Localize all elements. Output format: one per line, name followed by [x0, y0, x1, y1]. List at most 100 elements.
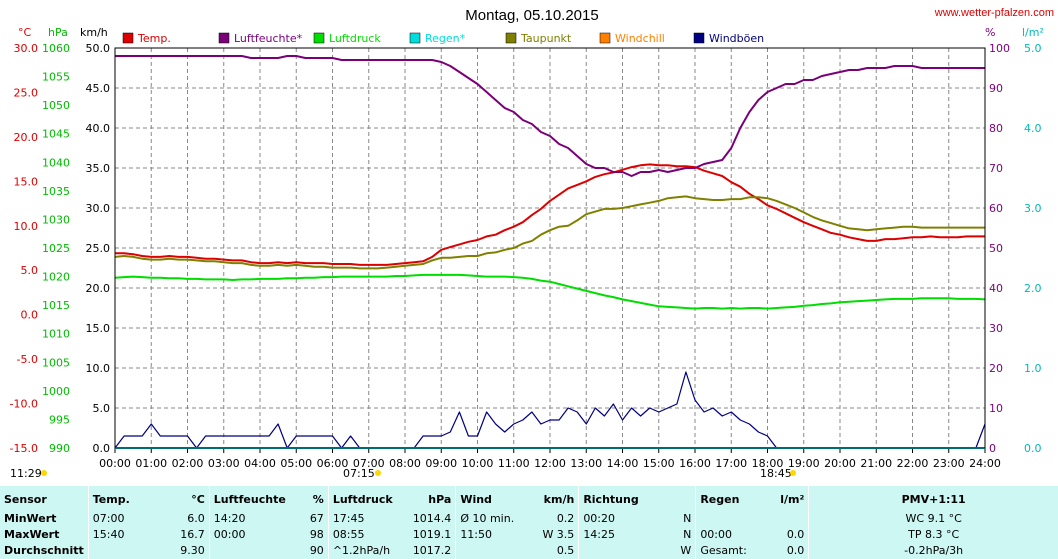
hdr-wind-unit: km/h	[543, 492, 575, 506]
x-tick-label: 19:00	[788, 457, 820, 470]
cell-press-val: 1014.4	[412, 511, 452, 525]
cell-wind-time: Ø 10 min.	[455, 510, 535, 527]
y-tick-label-rain: 3.0	[1024, 202, 1042, 215]
y-tick-label-rain: 0.0	[1024, 442, 1042, 455]
y-tick-label-rain: 4.0	[1024, 122, 1042, 135]
y-tick-label-hpa: 995	[49, 413, 70, 426]
x-tick-label: 00:00	[99, 457, 131, 470]
cell-temp-val: 6.0	[187, 511, 205, 525]
x-tick-label: 06:00	[317, 457, 349, 470]
y-tick-label-temp: 30.0	[14, 42, 39, 55]
y-tick-label-percent: 20	[989, 362, 1003, 375]
y-tick-label-kmh: 0.0	[93, 442, 111, 455]
x-tick-label: 24:00	[969, 457, 1001, 470]
row-label: MaxWert	[4, 528, 60, 542]
y-tick-label-percent: 30	[989, 322, 1003, 335]
y-tick-label-hpa: 1040	[42, 156, 70, 169]
table-row-max: MaxWert 15:40 16.7 00:00 98 08:55 1019.1…	[0, 526, 1058, 543]
daylength-label: 11:29	[10, 467, 42, 480]
y-tick-label-temp: -10.0	[10, 398, 38, 411]
y-tick-label-rain: 1.0	[1024, 362, 1042, 375]
cell-rain-time: Gesamt:	[695, 542, 775, 559]
sunrise-icon	[375, 470, 381, 476]
cell-pmv: -0.2hPa/3h	[808, 542, 1058, 559]
hdr-pmv: PMV+1:11	[808, 486, 1058, 511]
x-tick-label: 05:00	[280, 457, 312, 470]
cell-hum-val: 67	[309, 511, 324, 525]
unit-hpa: hPa	[48, 26, 68, 39]
chart-grid	[115, 48, 985, 448]
y-tick-label-hpa: 1050	[42, 99, 70, 112]
cell-wind-time	[455, 542, 535, 559]
hdr-rain-unit: l/m²	[780, 492, 805, 506]
cell-hum-time	[208, 542, 290, 559]
y-tick-label-temp: 5.0	[21, 264, 39, 277]
cell-press-time: 08:55	[327, 526, 409, 543]
y-tick-label-percent: 10	[989, 402, 1003, 415]
cell-temp-time	[87, 542, 167, 559]
sunset-label: 18:45	[760, 467, 792, 480]
hdr-sensor: Sensor	[4, 492, 47, 506]
x-tick-label: 16:00	[679, 457, 711, 470]
y-tick-label-percent: 100	[989, 42, 1010, 55]
y-tick-label-hpa: 1060	[42, 42, 70, 55]
row-label: MinWert	[4, 511, 57, 525]
table-row-min: MinWert 07:00 6.0 14:20 67 17:45 1014.4 …	[0, 510, 1058, 527]
x-tick-label: 01:00	[135, 457, 167, 470]
y-tick-label-percent: 40	[989, 282, 1003, 295]
chart-title: Montag, 05.10.2015	[465, 7, 598, 24]
cell-dir-val: W	[680, 544, 692, 558]
y-tick-label-hpa: 1030	[42, 213, 70, 226]
cell-dir-val: N	[683, 511, 692, 525]
y-tick-label-hpa: 1045	[42, 128, 70, 141]
axis-ticks: 00:00 01:00 02:00 03:00 04:00 05:00 06:00 07:00…	[10, 42, 1042, 470]
x-tick-label: 02:00	[172, 457, 204, 470]
cell-rain-val	[774, 510, 809, 526]
y-tick-label-kmh: 20.0	[86, 282, 111, 295]
y-tick-label-kmh: 10.0	[86, 362, 111, 375]
cell-dir-time	[578, 542, 662, 559]
hdr-rain: Regen	[695, 486, 775, 511]
cell-press-val: 1017.2	[412, 544, 452, 558]
y-tick-label-kmh: 25.0	[86, 242, 111, 255]
plot-border	[114, 47, 986, 449]
y-tick-label-temp: 25.0	[14, 86, 39, 99]
legend-label: Windchill	[615, 32, 665, 45]
site-url[interactable]: www.wetter-pfalzen.com	[934, 7, 1054, 19]
x-tick-label: 23:00	[933, 457, 965, 470]
cell-rain-time: 00:00	[695, 526, 775, 543]
y-tick-label-temp: 20.0	[14, 131, 39, 144]
unit-rain: l/m²	[1022, 26, 1044, 39]
legend-swatch	[505, 32, 517, 44]
cell-hum-val: 90	[309, 544, 324, 558]
cell-hum-time: 00:00	[208, 526, 290, 543]
hdr-hum-unit: %	[312, 492, 324, 506]
y-tick-label-hpa: 1020	[42, 271, 70, 284]
y-tick-label-kmh: 45.0	[86, 82, 111, 95]
chart-legend: Temp. Luftfeuchte* Luftdruck Regen* Taupunkt…	[122, 32, 764, 45]
x-tick-label: 14:00	[607, 457, 639, 470]
x-tick-label: 11:00	[498, 457, 530, 470]
y-tick-label-kmh: 35.0	[86, 162, 111, 175]
x-tick-label: 15:00	[643, 457, 675, 470]
cell-dir-time: 14:25	[578, 526, 662, 543]
x-tick-label: 22:00	[897, 457, 929, 470]
legend-swatch	[693, 32, 705, 44]
x-tick-label: 04:00	[244, 457, 276, 470]
y-tick-label-hpa: 990	[49, 442, 70, 455]
legend-swatch	[218, 32, 230, 44]
x-tick-label: 18:00	[752, 457, 784, 470]
x-tick-label: 17:00	[715, 457, 747, 470]
y-tick-label-kmh: 15.0	[86, 322, 111, 335]
y-tick-label-percent: 50	[989, 242, 1003, 255]
y-tick-label-hpa: 1005	[42, 356, 70, 369]
cell-press-time: ^1.2hPa/h	[327, 542, 409, 559]
x-tick-label: 03:00	[208, 457, 240, 470]
x-tick-label: 10:00	[462, 457, 494, 470]
y-tick-label-temp: 10.0	[14, 220, 39, 233]
hdr-temp: Temp.	[87, 486, 167, 511]
hdr-press-unit: hPa	[428, 492, 452, 506]
sun-icon	[41, 470, 47, 476]
cell-temp-time: 07:00	[87, 510, 167, 527]
sunset-icon	[790, 470, 796, 476]
